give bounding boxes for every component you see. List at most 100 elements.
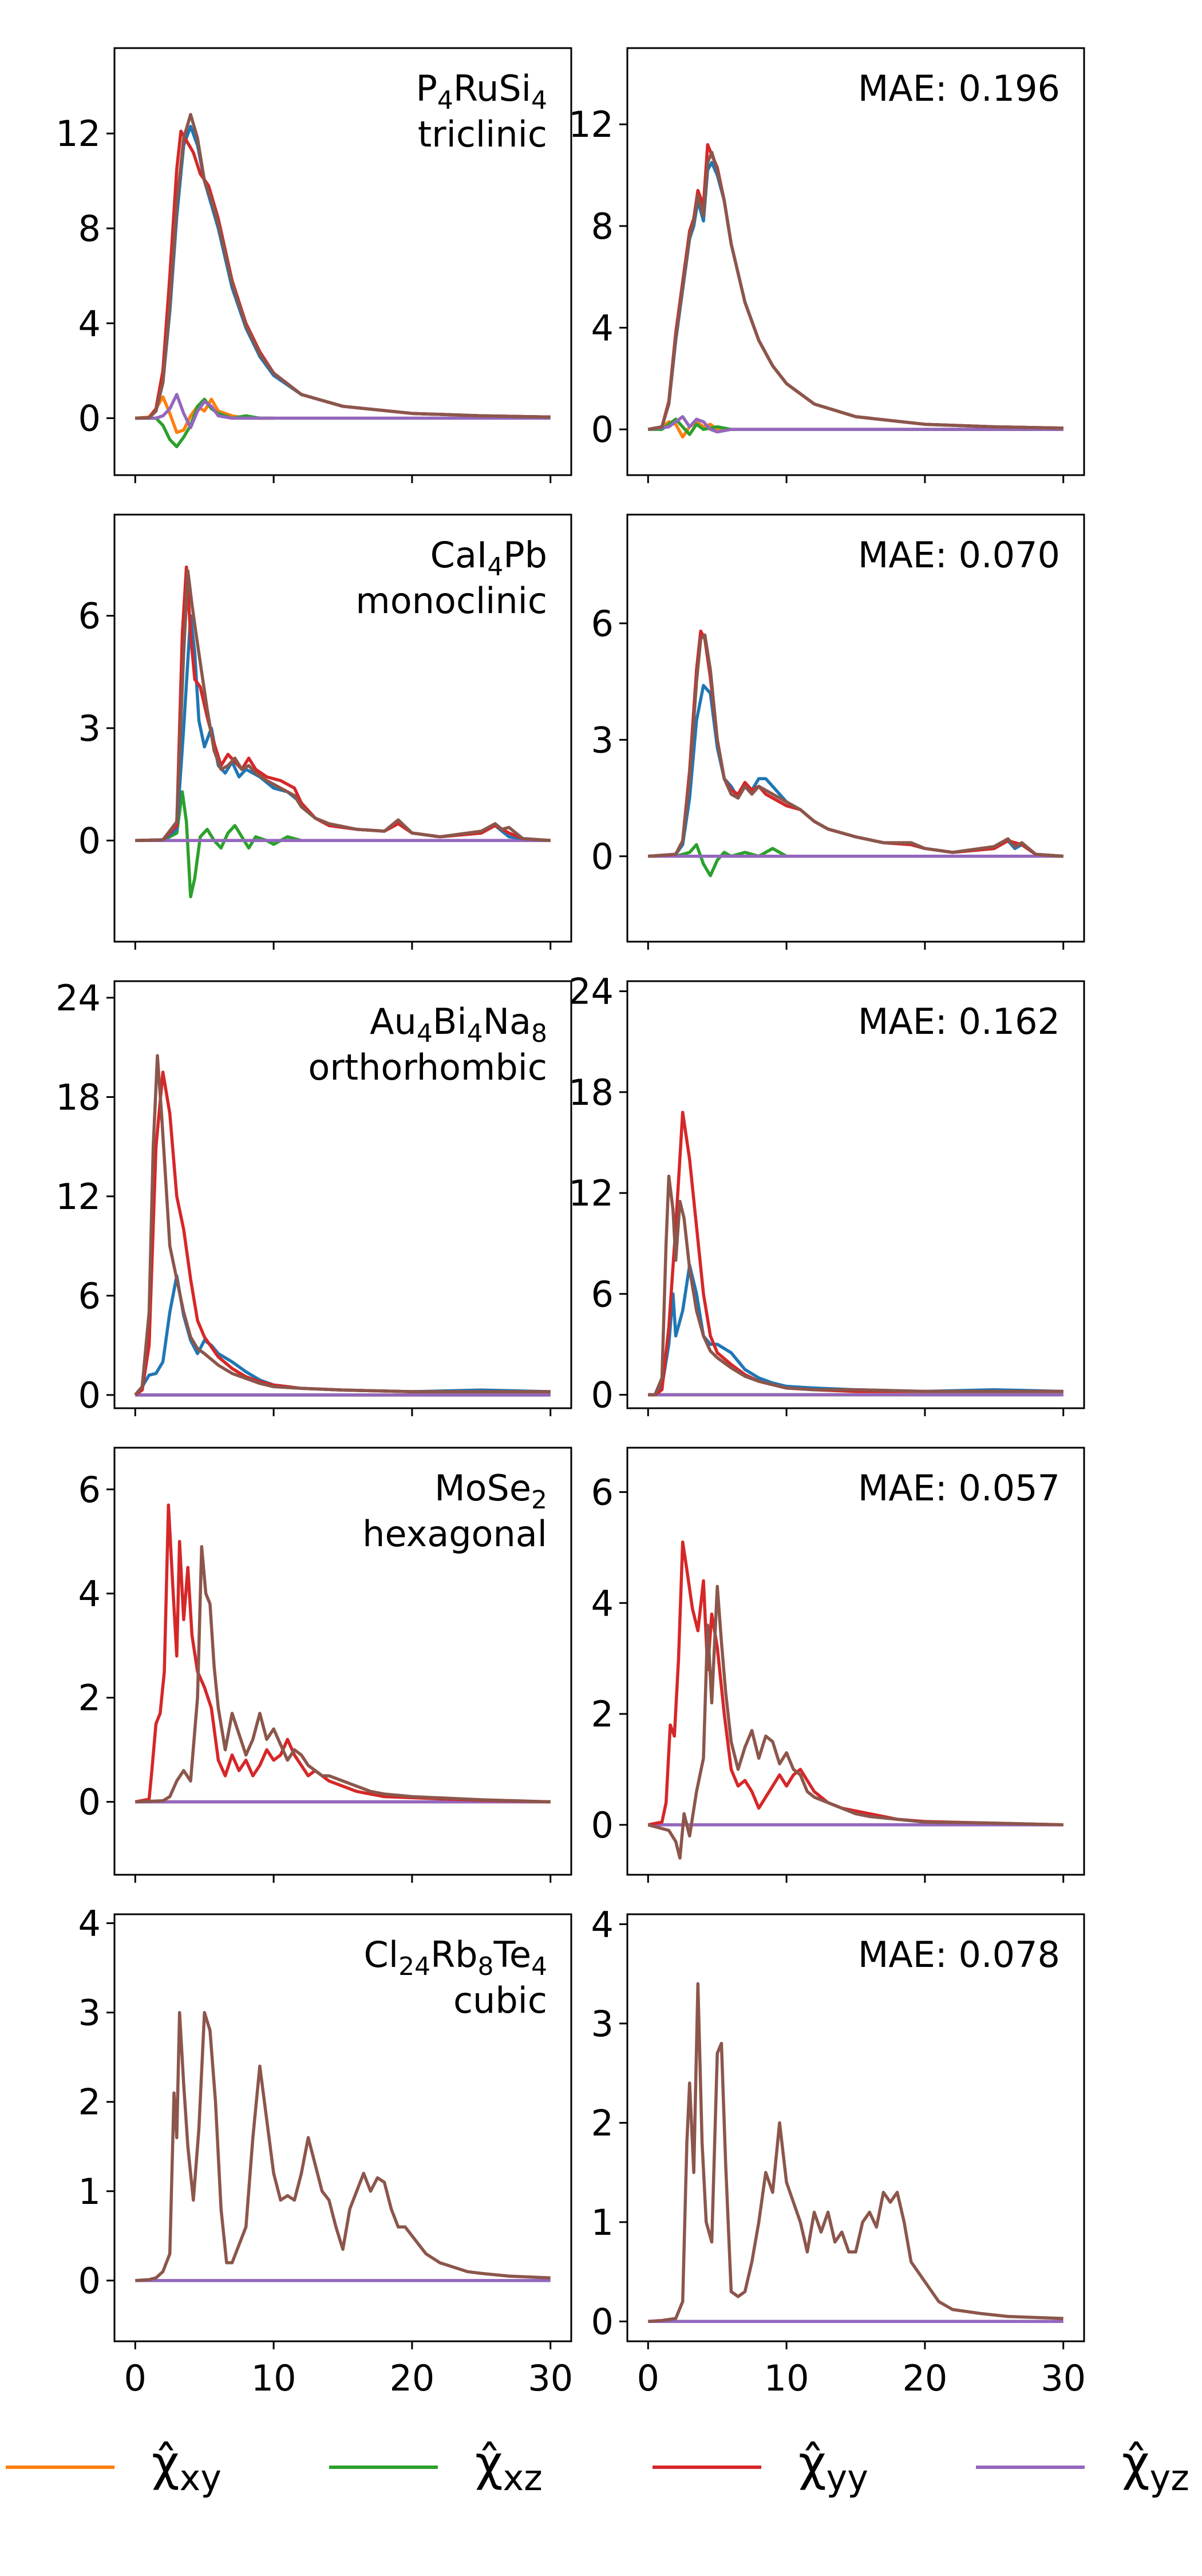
series-line-zz xyxy=(647,1585,1063,1860)
subplot-2-1: 0 6 12 18 24 MAE: 0.162 xyxy=(568,971,1085,1416)
y-tick-label: 0 xyxy=(591,409,614,451)
series-group xyxy=(135,2010,551,2282)
legend-item-yz: χ̂yz xyxy=(0,2415,1202,2518)
x-tick-label: 30 xyxy=(1041,2357,1086,2399)
series-group xyxy=(135,1503,551,1804)
series-group xyxy=(135,565,551,899)
y-tick-label: 4 xyxy=(591,1903,614,1945)
legend-item-xy: χ̂xy xyxy=(0,2415,1202,2518)
y-tick-label: 18 xyxy=(568,1072,614,1113)
y-tick-label: 3 xyxy=(78,708,101,749)
x-tick-label: 0 xyxy=(124,2357,147,2399)
series-line-zz xyxy=(648,633,1063,858)
y-tick-label: 0 xyxy=(591,1374,614,1416)
plot-frame xyxy=(626,1913,1085,2342)
plot-frame xyxy=(113,1447,572,1876)
series-line-xx xyxy=(647,161,1063,431)
series-group xyxy=(135,113,551,449)
y-tick-label: 6 xyxy=(591,1472,614,1514)
mae-label: MAE: 0.057 xyxy=(858,1467,1060,1509)
series-line-zz xyxy=(135,1545,551,1804)
y-tick-label: 0 xyxy=(78,1374,101,1416)
subplot-1-1: 0 3 6 MAE: 0.070 xyxy=(591,513,1085,950)
legend-item-yy: χ̂yy xyxy=(0,2415,1202,2518)
subplot-3-1: 0 2 4 6 MAE: 0.057 xyxy=(591,1447,1085,1883)
y-tick-label: 12 xyxy=(568,104,614,145)
series-group xyxy=(648,1982,1063,2324)
series-line-xx xyxy=(648,683,1063,858)
series-line-zz xyxy=(648,1174,1063,1397)
y-tick-label: 0 xyxy=(591,1804,614,1846)
plot-frame xyxy=(626,513,1085,943)
y-tick-label: 24 xyxy=(568,971,614,1013)
y-tick-label: 8 xyxy=(591,206,614,247)
legend-label-xz: χ̂xz xyxy=(475,2435,543,2499)
subplot-4-1: 0 1 2 3 4 0 10 20 30 MAE: 0.078 xyxy=(591,1903,1086,2399)
series-line-xz xyxy=(135,790,551,899)
series-line-zz xyxy=(648,1982,1063,2324)
y-tick-label: 4 xyxy=(591,307,614,349)
y-tick-label: 6 xyxy=(78,595,101,637)
y-tick-label: 6 xyxy=(591,603,614,645)
legend: χ̂xy χ̂xz χ̂yy χ̂yz xyxy=(0,2415,1202,2518)
y-tick-label: 12 xyxy=(568,1172,614,1214)
y-tick-label: 18 xyxy=(56,1076,101,1118)
plot-frame xyxy=(113,47,572,476)
y-tick-label: 8 xyxy=(78,208,101,250)
mae-label: MAE: 0.078 xyxy=(858,1934,1060,1976)
legend-swatch-yy xyxy=(653,2466,761,2469)
legend-label-yz: χ̂yz xyxy=(1122,2435,1189,2499)
y-tick-label: 6 xyxy=(591,1273,614,1315)
y-tick-label: 1 xyxy=(78,2171,101,2212)
y-tick-label: 12 xyxy=(56,113,101,155)
plot-frame xyxy=(626,47,1085,476)
plot-frame xyxy=(626,980,1085,1409)
x-tick-label: 0 xyxy=(637,2357,659,2399)
series-line-xz xyxy=(648,843,1063,878)
crystal-system-label: hexagonal xyxy=(362,1513,547,1555)
y-tick-label: 2 xyxy=(78,2081,101,2123)
x-tick-label: 20 xyxy=(902,2357,947,2399)
series-group xyxy=(647,1540,1063,1860)
y-tick-label: 4 xyxy=(78,303,101,345)
legend-label-xy: χ̂xy xyxy=(152,2435,222,2499)
series-line-yz xyxy=(647,415,1063,434)
y-tick-label: 6 xyxy=(78,1469,101,1511)
crystal-system-label: triclinic xyxy=(418,113,547,155)
y-tick-label: 4 xyxy=(591,1582,614,1624)
mae-label: MAE: 0.196 xyxy=(858,68,1060,109)
series-group xyxy=(134,1054,551,1397)
x-tick-label: 10 xyxy=(764,2357,809,2399)
x-tick-label: 20 xyxy=(389,2357,434,2399)
legend-swatch-xy xyxy=(6,2466,114,2469)
y-tick-label: 0 xyxy=(78,820,101,862)
series-group xyxy=(648,1111,1063,1397)
series-line-zz xyxy=(135,113,551,420)
legend-swatch-yz xyxy=(976,2466,1085,2469)
y-tick-label: 24 xyxy=(56,977,101,1019)
formula-label: Au4Bi4Na8 xyxy=(370,1001,547,1048)
series-line-yy xyxy=(647,143,1063,431)
plot-frame xyxy=(113,1913,572,2342)
series-line-yy xyxy=(135,129,551,420)
y-tick-label: 1 xyxy=(591,2202,614,2243)
mae-label: MAE: 0.070 xyxy=(858,534,1060,576)
mae-label: MAE: 0.162 xyxy=(858,1001,1060,1042)
subplot-0-1: 0 4 8 12 MAE: 0.196 xyxy=(568,47,1085,483)
crystal-system-label: orthorhombic xyxy=(308,1046,547,1088)
y-tick-label: 3 xyxy=(591,2003,614,2045)
formula-label: MoSe2 xyxy=(434,1467,547,1515)
y-tick-label: 0 xyxy=(591,836,614,878)
y-tick-label: 4 xyxy=(78,1573,101,1615)
y-tick-label: 0 xyxy=(591,2301,614,2342)
y-tick-label: 0 xyxy=(78,1781,101,1823)
y-tick-label: 6 xyxy=(78,1275,101,1317)
formula-label: Cl24Rb8Te4 xyxy=(364,1934,547,1981)
y-tick-label: 2 xyxy=(591,1693,614,1735)
series-group xyxy=(648,629,1063,878)
